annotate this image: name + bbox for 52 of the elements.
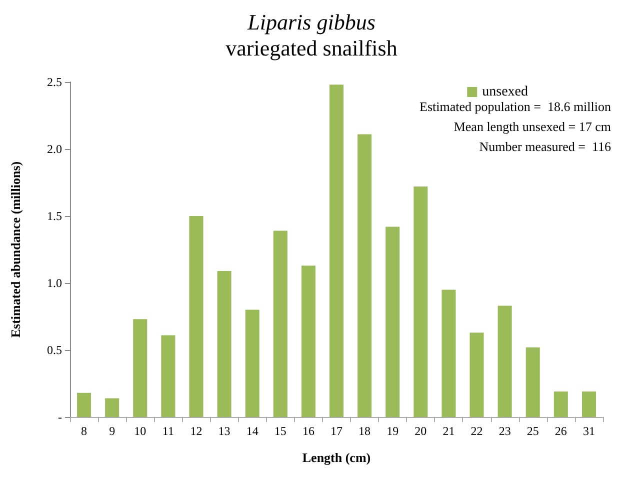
bar [329, 84, 344, 417]
y-axis-title: Estimated abundance (millions) [8, 161, 23, 338]
bar [414, 186, 428, 417]
y-tick-label: 2.0 [47, 142, 62, 156]
bar [358, 134, 372, 417]
chart-title: Liparis gibbus [246, 10, 376, 34]
annotation: Estimated population = 18.6 million [420, 99, 612, 114]
bar [554, 392, 568, 417]
x-tick-label: 11 [162, 424, 174, 438]
x-tick-label: 19 [386, 424, 399, 438]
y-tick-label: - [58, 410, 62, 424]
x-tick-label: 12 [190, 424, 202, 438]
bar [133, 319, 148, 417]
x-tick-label: 10 [134, 424, 146, 438]
bar [217, 270, 232, 417]
y-tick-label: 2.5 [47, 75, 62, 89]
x-tick-label: 8 [81, 424, 88, 438]
x-tick-label: 31 [582, 424, 595, 438]
x-tick-label: 13 [218, 424, 230, 438]
bar [105, 398, 120, 417]
x-tick-label: 26 [554, 424, 567, 438]
bar [470, 332, 484, 417]
y-tick-label: 1.5 [47, 209, 62, 223]
bar [386, 226, 400, 417]
bar [526, 347, 540, 417]
bar [245, 310, 260, 417]
x-tick-label: 18 [358, 424, 371, 438]
x-tick-label: 15 [274, 424, 286, 438]
x-tick-label: 21 [442, 424, 455, 438]
chart-subtitle: variegated snailfish [226, 36, 398, 60]
legend-label: unsexed [482, 84, 528, 100]
y-tick-label: 1.0 [47, 276, 62, 290]
annotation: Mean length unsexed = 17 cm [454, 119, 611, 134]
bar [301, 266, 316, 417]
bar [273, 230, 288, 417]
bar [442, 290, 456, 417]
bar [582, 392, 596, 417]
bar [161, 335, 176, 417]
y-tick-label: 0.5 [47, 343, 62, 357]
bar [498, 306, 512, 417]
annotation: Number measured = 116 [479, 139, 612, 154]
x-tick-label: 25 [526, 424, 539, 438]
bar [77, 392, 92, 417]
x-tick-label: 17 [330, 424, 342, 438]
x-tick-label: 14 [246, 424, 258, 438]
bar [189, 216, 204, 417]
x-tick-label: 9 [109, 424, 116, 438]
x-tick-label: 20 [414, 424, 427, 438]
x-axis-title: Length (cm) [302, 450, 371, 465]
x-tick-label: 16 [302, 424, 314, 438]
x-tick-label: 22 [470, 424, 483, 438]
x-tick-label: 23 [498, 424, 511, 438]
